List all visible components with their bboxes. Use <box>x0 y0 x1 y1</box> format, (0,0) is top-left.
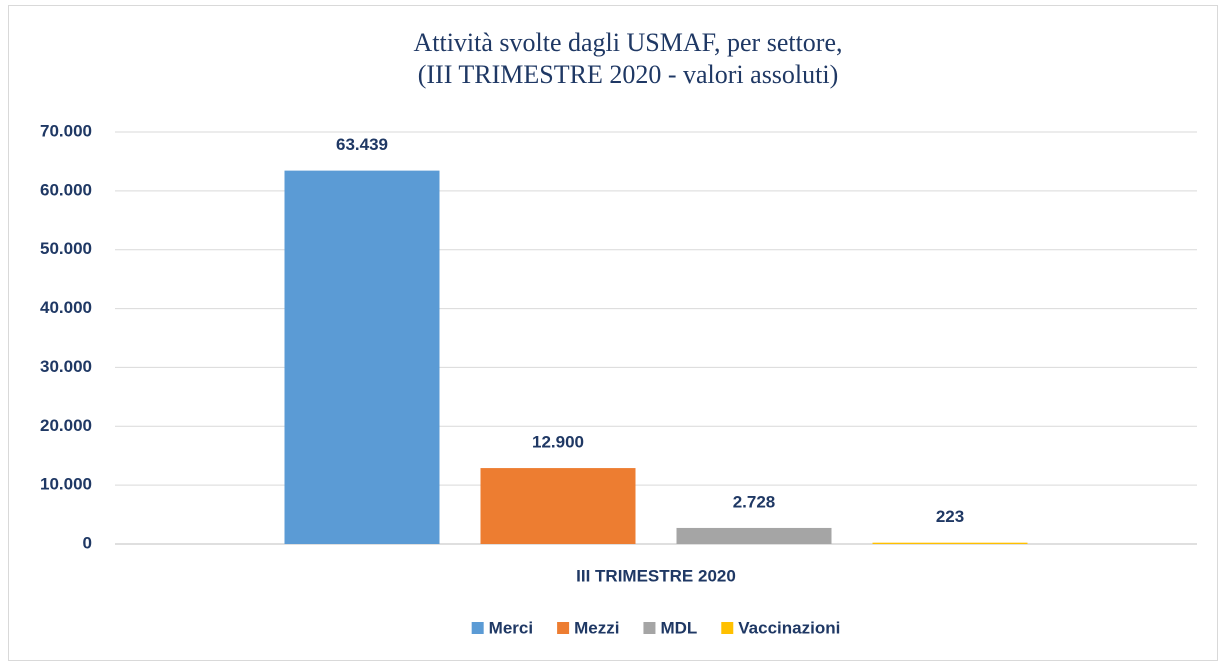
chart-title: Attività svolte dagli USMAF, per settore… <box>413 28 842 57</box>
legend-label: Merci <box>489 618 533 637</box>
legend-swatch <box>643 622 656 634</box>
y-tick-label: 70.000 <box>40 121 92 140</box>
bar <box>284 170 440 545</box>
data-label: 12.900 <box>532 433 584 452</box>
data-label: 2.728 <box>733 492 776 511</box>
bar <box>480 468 636 544</box>
legend-swatch <box>471 622 484 634</box>
chart-subtitle: (III TRIMESTRE 2020 - valori assoluti) <box>418 60 839 89</box>
y-tick-label: 10.000 <box>40 475 92 494</box>
x-tick-label: III TRIMESTRE 2020 <box>576 566 736 585</box>
bar <box>676 527 832 544</box>
data-label: 63.439 <box>336 135 388 154</box>
legend-swatch <box>557 622 570 634</box>
y-tick-label: 40.000 <box>40 298 92 317</box>
chart-border <box>8 5 1218 661</box>
y-tick-label: 0 <box>83 533 92 552</box>
data-label: 223 <box>936 507 964 526</box>
legend-swatch <box>721 622 734 634</box>
y-tick-label: 20.000 <box>40 416 92 435</box>
y-tick-label: 60.000 <box>40 180 92 199</box>
bar <box>872 542 1028 544</box>
y-tick-label: 30.000 <box>40 357 92 376</box>
legend-label: MDL <box>660 618 697 637</box>
legend-label: Vaccinazioni <box>738 618 840 637</box>
legend-label: Mezzi <box>574 618 619 637</box>
y-tick-label: 50.000 <box>40 239 92 258</box>
